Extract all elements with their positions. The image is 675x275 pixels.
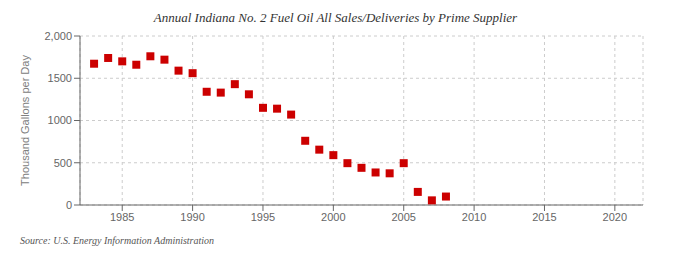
- svg-text:2000: 2000: [321, 211, 345, 223]
- svg-text:1990: 1990: [180, 211, 204, 223]
- svg-text:2005: 2005: [391, 211, 415, 223]
- svg-text:1500: 1500: [48, 72, 72, 84]
- svg-text:1985: 1985: [110, 211, 134, 223]
- svg-text:500: 500: [54, 157, 72, 169]
- html-text:Annual Indiana No. 2 Fuel Oil: Annual Indiana No. 2 Fuel Oil All Sales/…: [153, 10, 518, 25]
- svg-text:2,000: 2,000: [44, 30, 72, 42]
- html-text:Source: U.S. Energy Informatio: Source: U.S. Energy Information Administ…: [20, 235, 215, 246]
- svg-text:0: 0: [66, 199, 72, 211]
- svg-text:Thousand Gallons per Day: Thousand Gallons per Day: [19, 55, 31, 186]
- svg-text:2015: 2015: [532, 211, 556, 223]
- svg-text:2020: 2020: [603, 211, 627, 223]
- svg-text:1995: 1995: [251, 211, 275, 223]
- svg-text:1000: 1000: [48, 114, 72, 126]
- svg-text:2010: 2010: [462, 211, 486, 223]
